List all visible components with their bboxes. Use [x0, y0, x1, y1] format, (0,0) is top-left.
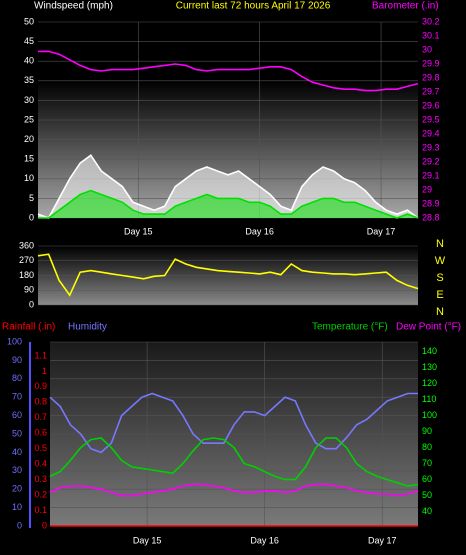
y-tick-label: 50: [24, 16, 34, 26]
series-line: [37, 154, 419, 219]
y-tick-label: 45: [24, 36, 34, 46]
y-tick-label: 40: [12, 447, 22, 457]
y-tick-label: 29: [422, 184, 432, 194]
y-tick-label: 29.5: [422, 114, 440, 124]
y-tick-label: 29.9: [422, 58, 440, 68]
y-tick-label: 90: [24, 285, 34, 295]
y-tick-label: 70: [422, 458, 432, 468]
legend-label: Temperature (°F): [312, 322, 388, 333]
y-tick-label: 35: [24, 75, 34, 85]
series-line: [38, 189, 419, 219]
y-tick-label: 28.8: [422, 212, 440, 222]
y-tick-label: 28.9: [422, 198, 440, 208]
compass-label: N: [436, 238, 444, 250]
series-line: [49, 392, 418, 454]
y-tick-label: 130: [422, 362, 437, 372]
y-tick-label: 5: [29, 193, 34, 203]
y-tick-label: 0: [17, 520, 22, 530]
y-tick-label: 25: [24, 114, 34, 124]
y-tick-label: 29.3: [422, 142, 440, 152]
y-tick-label: 60: [12, 410, 22, 420]
series-line: [49, 437, 419, 487]
chart-title: Current last 72 hours April 17 2026: [176, 1, 331, 12]
y-tick-label: 10: [12, 502, 22, 512]
y-tick-label: 120: [422, 378, 437, 388]
series-line: [38, 50, 419, 92]
y-tick-label: 0.3: [34, 474, 47, 484]
y-tick-label: 20: [12, 484, 22, 494]
y-tick-label: 15: [24, 154, 34, 164]
y-tick-label: 0.6: [34, 428, 47, 438]
compass-label: W: [435, 255, 446, 267]
y-tick-label: 40: [422, 506, 432, 516]
y-tick-label: 360: [19, 240, 34, 250]
x-tick-label: Day 17: [367, 226, 396, 236]
y-tick-label: 0.8: [34, 397, 47, 407]
legend-label: Rainfall (.in): [2, 322, 55, 333]
series-line: [49, 483, 419, 497]
x-tick-label: Day 16: [250, 535, 279, 545]
y-tick-label: 80: [12, 373, 22, 383]
y-tick-label: 0.2: [34, 489, 47, 499]
compass-label: S: [436, 272, 443, 284]
y-tick-label: 29.7: [422, 86, 440, 96]
y-tick-label: 50: [12, 428, 22, 438]
compass-label: E: [436, 289, 443, 301]
y-tick-label: 30: [24, 95, 34, 105]
y-tick-label: 50: [422, 490, 432, 500]
y-tick-label: 1.1: [34, 350, 47, 360]
x-tick-label: Day 17: [368, 535, 397, 545]
y-tick-label: 29.6: [422, 100, 440, 110]
y-tick-label: 90: [422, 426, 432, 436]
y-tick-label: 30.1: [422, 30, 440, 40]
y-tick-label: 0.7: [34, 412, 47, 422]
y-tick-label: 270: [19, 255, 34, 265]
y-tick-label: 10: [24, 173, 34, 183]
compass-label: N: [436, 306, 444, 318]
y-tick-label: 29.8: [422, 72, 440, 82]
series-line: [37, 253, 419, 297]
y-tick-label: 30.2: [422, 16, 440, 26]
y-tick-label: 100: [422, 410, 437, 420]
y-tick-label: 29.1: [422, 170, 440, 180]
y-tick-label: 70: [12, 392, 22, 402]
y-tick-label: 0.4: [34, 459, 47, 469]
y-tick-label: 29.4: [422, 128, 440, 138]
y-tick-label: 30: [12, 465, 22, 475]
x-tick-label: Day 15: [133, 535, 162, 545]
y-tick-label: 30: [422, 44, 432, 54]
y-tick-label: 180: [19, 270, 34, 280]
y-tick-label: 1: [42, 366, 47, 376]
y-tick-label: 0: [29, 299, 34, 309]
x-tick-label: Day 15: [124, 226, 153, 236]
y-tick-label: 0.1: [34, 505, 47, 515]
y-tick-label: 140: [422, 346, 437, 356]
y-tick-label: 40: [24, 56, 34, 66]
y-tick-label: 0: [29, 212, 34, 222]
series-area: [38, 190, 418, 218]
y-tick-label: 0.5: [34, 443, 47, 453]
y-axis-title: Windspeed (mph): [34, 1, 113, 12]
y-tick-label: 100: [7, 336, 22, 346]
legend-label: Humidity: [68, 322, 107, 333]
y-tick-label: 20: [24, 134, 34, 144]
y-tick-label: 0: [42, 520, 47, 530]
x-tick-label: Day 16: [245, 226, 274, 236]
y-tick-label: 110: [422, 394, 436, 404]
y-tick-label: 0.9: [34, 381, 47, 391]
y-tick-label: 90: [12, 355, 22, 365]
legend-label: Dew Point (°F): [396, 322, 461, 333]
y-tick-label: 80: [422, 442, 432, 452]
y-tick-label: 60: [422, 474, 432, 484]
y-tick-label: 29.2: [422, 156, 440, 166]
y2-axis-title: Barometer (.in): [372, 1, 439, 12]
